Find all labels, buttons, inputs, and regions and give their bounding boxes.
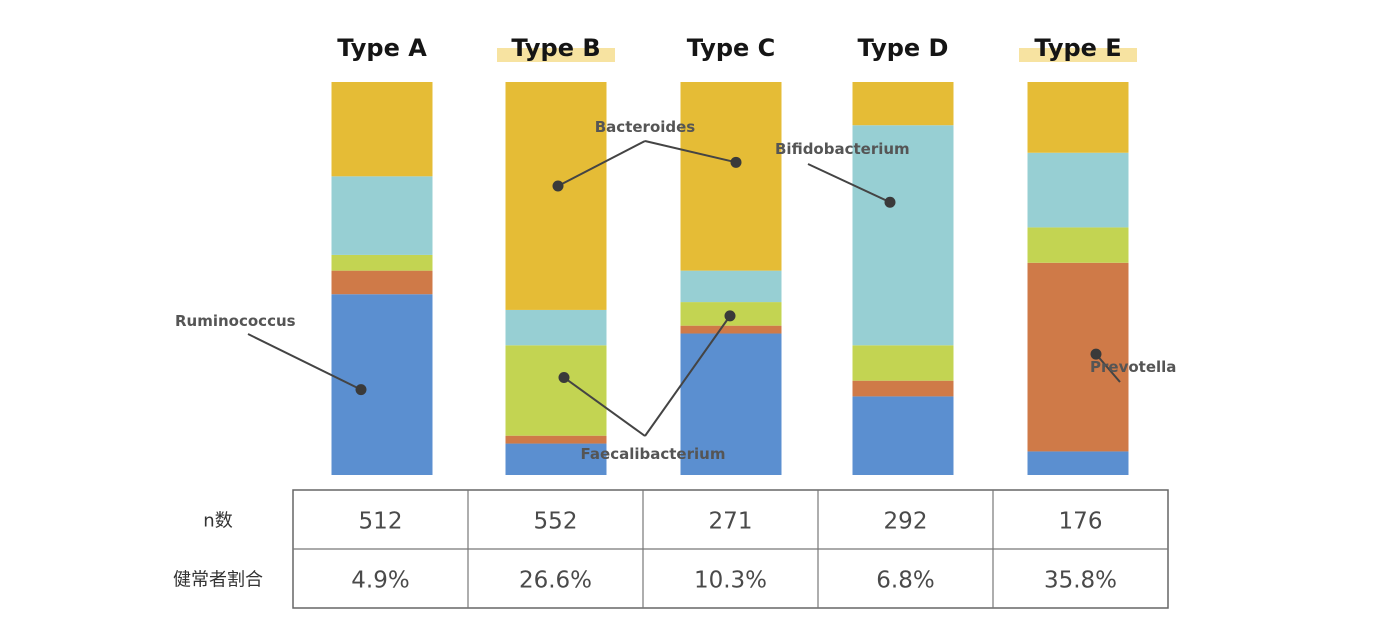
callout-line-faecalibacterium-type-b [563,376,646,437]
segment-type-c-ruminococcus [680,333,782,475]
table-cell-healthy-ratio-type-e: 35.8% [1044,568,1117,594]
title-type-d: Type D [858,34,949,62]
segment-type-a-ruminococcus [331,294,433,475]
segment-type-d-bacteroides [852,82,954,126]
segment-type-c-prevotella [680,325,782,334]
title-type-a: Type A [337,34,427,62]
table-row-label-healthy-ratio: 健常者割合 [173,570,263,591]
segment-type-c-bacteroides [680,82,782,271]
segment-type-d-ruminococcus [852,396,954,475]
table-cell-n-count-type-c: 271 [709,509,753,535]
segment-type-d-prevotella [852,380,954,397]
callout-line-ruminococcus-type-a [247,333,362,391]
segment-type-b-prevotella [505,435,607,444]
segment-type-e-ruminococcus [1027,451,1129,475]
callout-label-ruminococcus: Ruminococcus [175,312,296,330]
table-cell-n-count-type-a: 512 [359,509,403,535]
callout-label-faecalibacterium: Faecalibacterium [581,445,726,463]
segment-type-b-ruminococcus [505,443,607,475]
segment-type-a-faecalibacterium [331,254,433,271]
table-cell-n-count-type-e: 176 [1059,509,1103,535]
callout-dot-bacteroides-type-c [730,156,742,168]
segment-type-d-faecalibacterium [852,345,954,381]
callout-dot-ruminococcus-type-a [355,384,367,396]
highlight-mark-type-e [1019,48,1137,62]
title-type-c: Type C [687,34,776,62]
callout-dot-prevotella-type-e [1090,348,1102,360]
segment-type-e-bifidobacterium [1027,152,1129,228]
table-cell-healthy-ratio-type-b: 26.6% [519,568,592,594]
segment-type-a-prevotella [331,270,433,295]
segment-type-a-bifidobacterium [331,176,433,255]
segment-type-e-bacteroides [1027,82,1129,153]
segment-type-a-bacteroides [331,82,433,177]
segment-type-e-prevotella [1027,262,1129,452]
table-cell-n-count-type-b: 552 [534,509,578,535]
callout-label-bifidobacterium: Bifidobacterium [775,140,910,158]
segment-type-b-bifidobacterium [505,309,607,346]
callout-line-prevotella-type-e [1095,353,1121,383]
table-cell-healthy-ratio-type-c: 10.3% [694,568,767,594]
callout-dot-bacteroides-type-b [552,180,564,192]
segment-type-b-bacteroides [505,82,607,310]
highlight-mark-type-b [497,48,615,62]
callout-label-prevotella: Prevotella [1090,358,1176,376]
callout-line-faecalibacterium-type-c [644,315,731,437]
table-cell-n-count-type-d: 292 [884,509,928,535]
table-cell-healthy-ratio-type-d: 6.8% [876,568,934,594]
callout-dot-faecalibacterium-type-b [558,372,570,384]
callout-line-bacteroides-type-b [557,140,646,187]
segment-type-e-faecalibacterium [1027,227,1129,263]
title-type-b: Type B [511,34,600,62]
table-row-label-n-count: n数 [203,511,232,532]
table-cell-healthy-ratio-type-a: 4.9% [351,568,409,594]
callout-line-bacteroides-type-c [644,140,737,164]
callout-dot-faecalibacterium-type-c [724,310,736,322]
callout-dot-bifidobacterium-type-d [884,196,896,208]
segment-type-b-faecalibacterium [505,345,607,436]
segment-type-d-bifidobacterium [852,125,954,346]
callout-label-bacteroides: Bacteroides [595,118,696,136]
title-type-e: Type E [1034,34,1121,62]
segment-type-c-bifidobacterium [680,270,782,303]
callout-line-bifidobacterium-type-d [807,163,891,204]
